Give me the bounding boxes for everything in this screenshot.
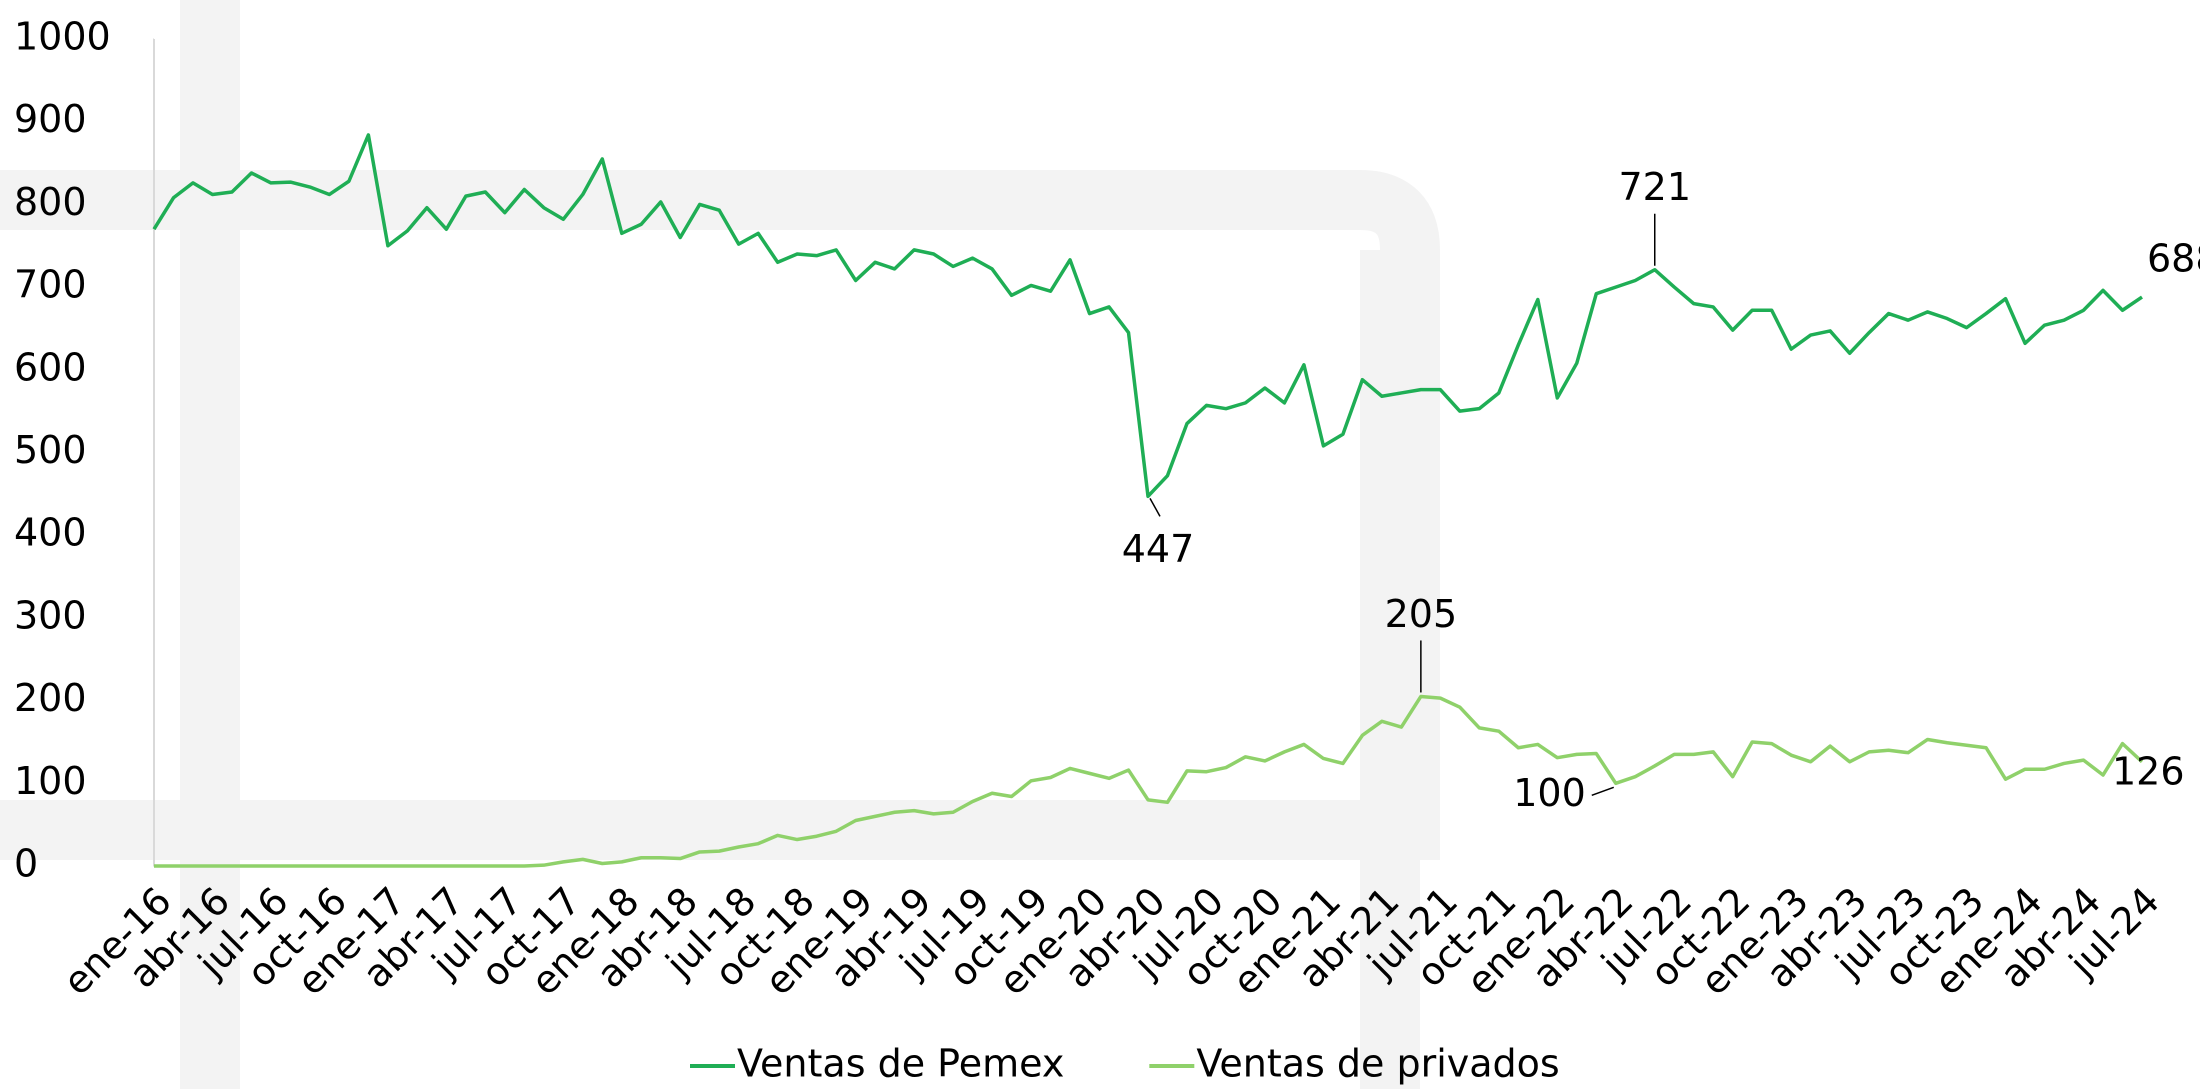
y-tick-label: 1000 (14, 15, 111, 59)
y-tick-label: 500 (14, 428, 87, 472)
y-tick-label: 400 (14, 511, 87, 555)
y-tick-label: 900 (14, 97, 87, 141)
data-label: 205 (1385, 592, 1458, 636)
leader-line (1149, 497, 1161, 517)
legend-label: Ventas de privados (1196, 1042, 1559, 1086)
data-label: 688 (2147, 237, 2200, 281)
y-tick-label: 600 (14, 345, 87, 389)
series-line (154, 694, 2144, 868)
y-tick-label: 800 (14, 180, 87, 224)
y-tick-label: 200 (14, 676, 87, 720)
leader-line (1591, 786, 1615, 797)
y-tick-label: 100 (14, 759, 87, 803)
y-tick-label: 300 (14, 593, 87, 637)
legend-label: Ventas de Pemex (737, 1042, 1064, 1086)
data-label: 447 (1122, 527, 1195, 571)
data-label: 721 (1618, 165, 1691, 209)
series-line (152, 133, 2143, 499)
watermark (0, 0, 1440, 1089)
data-label: 100 (1513, 771, 1586, 815)
y-tick-label: 700 (14, 263, 87, 307)
data-label: 126 (2112, 749, 2185, 793)
y-tick-label: 0 (14, 842, 38, 886)
